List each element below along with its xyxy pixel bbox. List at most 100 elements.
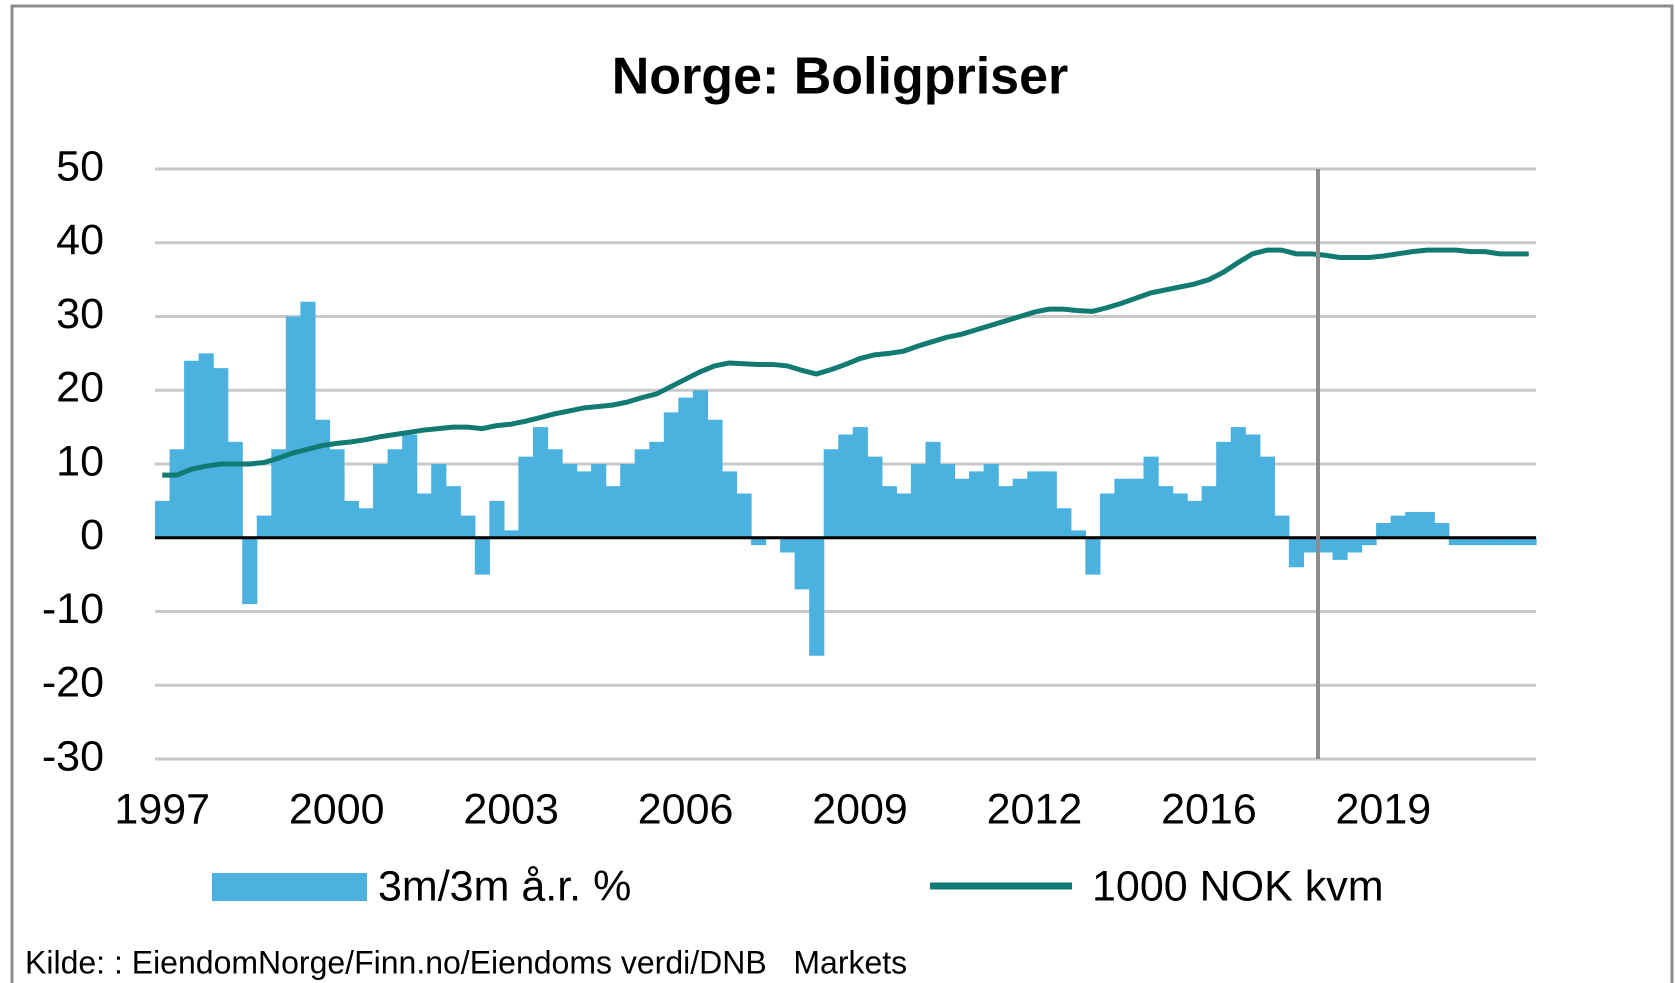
bar [329,449,345,538]
x-tick-label: 2012 [987,785,1083,833]
bar [1012,478,1028,538]
bar [242,537,258,605]
bar [838,434,854,538]
bar [474,537,490,575]
bar [1259,456,1275,538]
bar [692,390,708,538]
bar [1376,523,1392,538]
bar [562,464,578,538]
x-tick-label: 2003 [463,785,559,833]
bar [314,419,331,538]
bar [1361,537,1377,546]
bar [387,449,403,538]
y-tick-label: 40 [56,216,104,264]
legend-swatch [212,873,367,901]
bar [1347,537,1363,553]
bar [1477,537,1493,546]
bar [1317,537,1334,553]
bar [1114,478,1130,538]
bar [707,419,723,538]
x-tick-label: 2016 [1161,785,1257,833]
x-tick-label: 1997 [114,785,210,833]
bar [1390,515,1406,538]
bar [1041,471,1057,538]
bar [663,412,679,538]
bar [969,471,985,538]
x-tick-label: 2000 [289,785,385,833]
bar [1332,537,1348,560]
bar [1099,493,1116,538]
bar [998,486,1014,538]
bar [1128,478,1145,538]
bar [489,500,505,538]
bar [780,537,796,553]
source: Kilde: : EiendomNorge/Finn.no/Eiendoms v… [25,944,907,980]
bar [954,478,970,538]
bar [1187,500,1203,538]
bar [881,486,897,538]
bar [1143,456,1159,538]
bar [1056,508,1072,538]
bar [1506,537,1523,546]
bar [402,434,418,538]
bar [213,368,229,538]
bar [1216,441,1232,538]
bar [721,471,738,538]
bar [939,464,956,538]
y-tick-label: 10 [56,437,104,485]
bar [1492,537,1508,546]
bar [1463,537,1479,546]
bar [1434,523,1450,538]
bar [634,449,650,538]
bar [852,427,868,538]
legend-label: 3m/3m å.r. % [378,862,631,910]
y-tick-label: -20 [42,659,104,707]
frame [10,4,1674,983]
y-tick-label: 50 [56,142,104,190]
bar [1521,537,1537,546]
bar [184,360,200,538]
bar [925,441,941,538]
bar [285,316,301,538]
bar [445,486,461,538]
bar [198,353,214,538]
bar [1448,537,1464,546]
bar [1201,486,1217,538]
y-tick-label: -10 [42,585,104,633]
bar [751,537,767,546]
bar [649,441,665,538]
bar [1303,537,1319,553]
bar [1230,427,1246,538]
bar [1070,530,1086,538]
bar [576,471,592,538]
bar [809,537,825,656]
bar [1158,486,1174,538]
bar [373,464,389,538]
bar [896,493,912,538]
bar [1405,511,1421,538]
bar [620,464,636,538]
bar [910,464,927,538]
bar [1274,515,1290,538]
bar [503,530,520,538]
x-tick-label: 2009 [812,785,908,833]
y-tick-label: 30 [56,290,104,338]
bar [431,464,447,538]
bar [605,486,621,538]
bar [1085,537,1101,575]
bar [358,508,374,538]
bar [794,537,810,590]
bar [1288,537,1305,568]
x-tick-label: 2019 [1336,785,1432,833]
bar [983,464,999,538]
bar [460,515,476,538]
y-tick-label: -30 [42,732,104,780]
bar [823,449,839,538]
bar [256,515,272,538]
bar [343,500,360,538]
bar [155,500,171,538]
bar [547,449,563,538]
legend-label: 1000 NOK kvm [1092,862,1384,910]
bar [678,397,694,538]
